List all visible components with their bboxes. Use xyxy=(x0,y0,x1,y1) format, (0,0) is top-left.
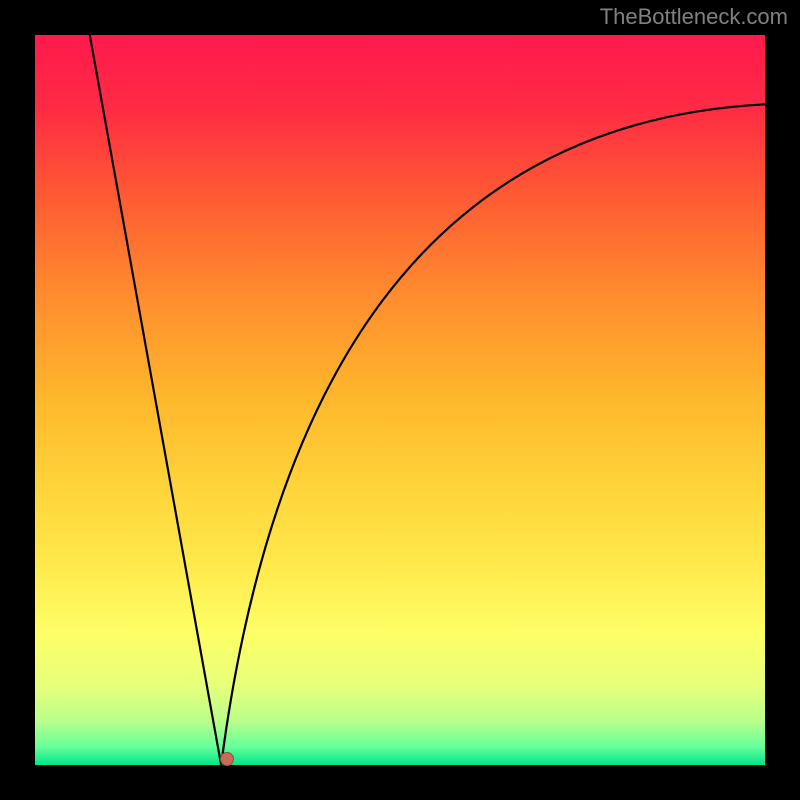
curve-layer xyxy=(35,35,765,765)
bottleneck-curve xyxy=(90,35,765,765)
watermark-text: TheBottleneck.com xyxy=(600,4,788,30)
optimum-marker xyxy=(220,752,234,766)
plot-area xyxy=(35,35,765,765)
chart-container: TheBottleneck.com xyxy=(0,0,800,800)
